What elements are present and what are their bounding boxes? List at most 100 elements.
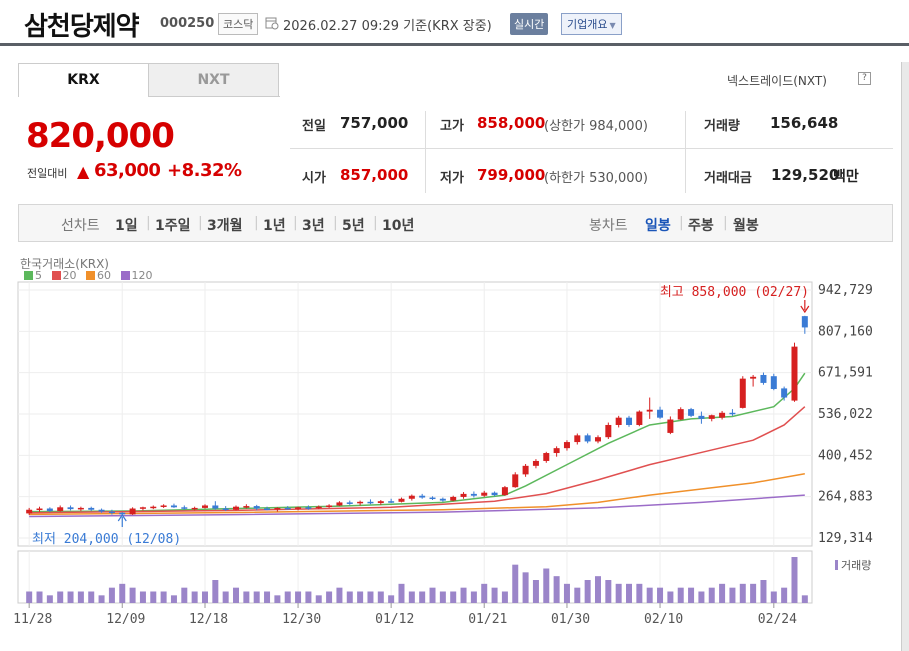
period-1w[interactable]: 1주일 (155, 218, 191, 234)
volume-bar (657, 587, 664, 603)
candle (688, 409, 695, 416)
volume-bar (305, 591, 312, 603)
tab-nxt[interactable]: NXT (148, 63, 279, 97)
tab-krx[interactable]: KRX (18, 63, 149, 97)
high-label: 고가 (440, 119, 464, 134)
chart-source: 한국거래소(KRX) (20, 257, 109, 271)
volume-bar (584, 580, 591, 603)
period-bar: 선차트 1일 | 1주일 | 3개월 | 1년 | 3년 | 5년 | 10년 … (18, 204, 893, 242)
candle (512, 474, 519, 488)
amount-value: 129,520 (771, 166, 840, 184)
volume-bar (377, 591, 384, 603)
candle (367, 501, 374, 504)
open-value: 857,000 (340, 166, 409, 184)
candle (729, 412, 736, 415)
x-tick-label: 01/30 (551, 612, 590, 627)
volume-label: 거래량 (704, 119, 740, 134)
line-chart-label: 선차트 (61, 218, 100, 234)
ma120-line (29, 494, 805, 518)
candle (646, 409, 653, 412)
volume-bar (264, 591, 271, 603)
max-annotation: 최고 858,000 (02/27) (660, 285, 809, 300)
stock-code: 000250 (160, 16, 215, 31)
candle (677, 409, 684, 420)
realtime-button[interactable]: 실시간 (510, 13, 549, 35)
volume-bar (26, 591, 33, 603)
candle (264, 508, 271, 511)
candle (315, 506, 322, 509)
volume-bar (67, 591, 74, 603)
x-tick-label: 01/12 (375, 612, 414, 627)
volume-bar (760, 580, 767, 603)
period-10y[interactable]: 10년 (382, 218, 415, 234)
candle (129, 508, 136, 515)
volume-bar (57, 591, 64, 603)
volume-bar (460, 587, 467, 603)
candle (67, 507, 74, 510)
candle (346, 502, 353, 504)
x-tick-label: 12/09 (106, 612, 145, 627)
company-info-button[interactable]: 기업개요 ▼ (561, 13, 622, 35)
volume-bar (646, 587, 653, 603)
x-tick-label: 01/21 (468, 612, 507, 627)
candle (212, 505, 219, 509)
volume-bar (491, 587, 498, 603)
volume-bar (553, 576, 560, 603)
stock-header: 삼천당제약 000250 코스닥 2026.02.27 09:29 기준(KRX… (0, 0, 909, 46)
period-3m[interactable]: 3개월 (207, 218, 243, 234)
volume-bar (108, 587, 115, 603)
x-tick-label: 11/28 (13, 612, 52, 627)
period-1d[interactable]: 1일 (115, 218, 138, 234)
dropdown-arrow-icon: ▼ (609, 21, 616, 30)
candle (201, 505, 208, 508)
price-change-percent: +8.32% (167, 160, 242, 181)
candle (667, 419, 674, 433)
period-monthly[interactable]: 월봉 (733, 218, 759, 234)
candle (222, 508, 229, 511)
candle-chart-label: 봉차트 (589, 218, 628, 234)
period-5y[interactable]: 5년 (342, 218, 365, 234)
volume-bar (336, 587, 343, 603)
y-tick-label: 942,729 (818, 283, 873, 298)
candle (543, 453, 550, 461)
nextrade-link[interactable]: 넥스트레이드(NXT) (727, 74, 827, 88)
candle (336, 502, 343, 506)
volume-bar (212, 580, 219, 603)
prev-close-label: 전일 (302, 119, 326, 134)
scrollbar[interactable] (901, 62, 909, 651)
volume-bar (636, 583, 643, 603)
candle (532, 460, 539, 466)
volume-bar (574, 587, 581, 603)
candle (77, 507, 84, 510)
candle (750, 376, 757, 379)
help-icon[interactable]: ? (858, 72, 871, 85)
candle (295, 507, 302, 509)
amount-label: 거래대금 (704, 171, 752, 186)
volume-bar (429, 587, 436, 603)
volume-bar (253, 591, 260, 603)
volume-bar (750, 583, 757, 603)
volume-bar (770, 591, 777, 603)
volume-bar (419, 591, 426, 603)
x-tick-label: 02/24 (758, 612, 797, 627)
low-value: 799,000 (477, 166, 546, 184)
company-info-label: 기업개요 (567, 18, 608, 31)
candle (698, 415, 705, 419)
volume-bar (243, 591, 250, 603)
period-weekly[interactable]: 주봉 (688, 218, 714, 234)
volume-bar (77, 591, 84, 603)
period-3y[interactable]: 3년 (302, 218, 325, 234)
volume-bar (450, 591, 457, 603)
period-daily[interactable]: 일봉 (645, 218, 671, 234)
calendar-icon (265, 17, 279, 30)
candle (419, 495, 426, 498)
volume-bar (626, 583, 633, 603)
volume-bar (615, 583, 622, 603)
period-1y[interactable]: 1년 (263, 218, 286, 234)
volume-bar (233, 587, 240, 603)
y-tick-label: 264,883 (818, 490, 873, 505)
volume-bar (119, 583, 126, 603)
volume-bar (677, 587, 684, 603)
amount-unit: 백만 (833, 169, 859, 185)
